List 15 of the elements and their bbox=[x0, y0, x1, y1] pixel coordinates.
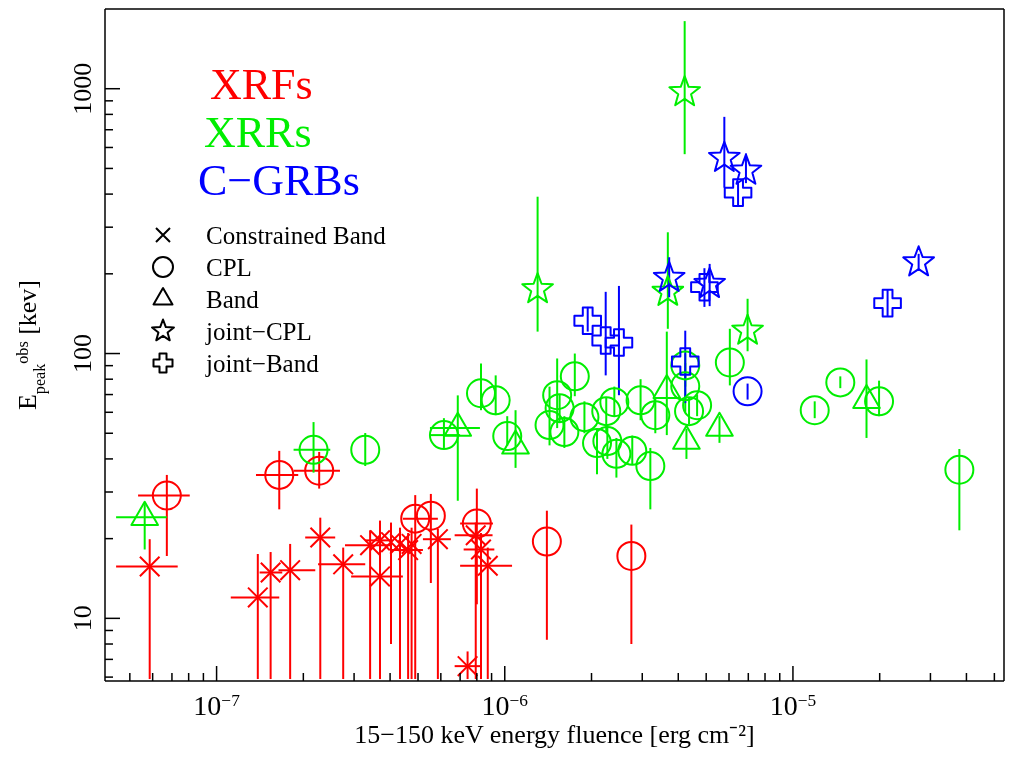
text: XRRs bbox=[204, 108, 313, 159]
text: C−GRBs bbox=[198, 156, 361, 207]
annotation: Band bbox=[206, 285, 259, 313]
annotation: joint−Band bbox=[206, 349, 319, 377]
annotation: Constrained Band bbox=[206, 221, 386, 249]
x-tick-label: 10$^{−5}$ bbox=[769, 690, 817, 721]
y-tick-label: 1000 bbox=[68, 62, 97, 115]
annotation: joint−CPL bbox=[206, 317, 312, 345]
x-axis-title: 15−150 keV energy fluence [erg cm⁻²] bbox=[354, 720, 755, 749]
x-tick-label: 10$^{−6}$ bbox=[481, 690, 529, 721]
y-tick-label: 10 bbox=[68, 605, 97, 632]
text: XRFs bbox=[210, 60, 314, 111]
annotation: CPL bbox=[206, 253, 252, 281]
y-tick-label: 100 bbox=[68, 334, 97, 374]
x-tick-label: 10$^{−7}$ bbox=[193, 690, 241, 721]
